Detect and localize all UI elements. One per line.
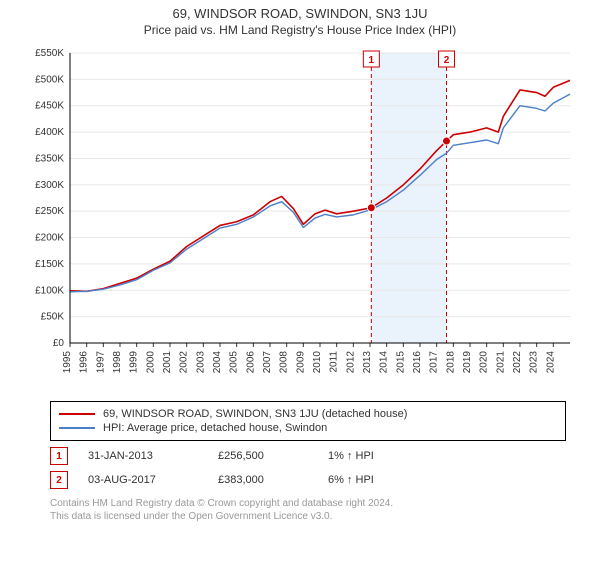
event-price: £383,000 — [218, 474, 328, 486]
svg-text:2014: 2014 — [379, 351, 390, 374]
legend-swatch — [59, 423, 95, 433]
svg-text:2011: 2011 — [329, 351, 340, 373]
svg-text:£300K: £300K — [35, 180, 64, 191]
svg-text:2000: 2000 — [145, 351, 156, 374]
svg-text:£450K: £450K — [35, 101, 64, 112]
license-text: Contains HM Land Registry data © Crown c… — [50, 497, 566, 523]
event-pct: 6% ↑ HPI — [328, 474, 374, 486]
svg-text:£150K: £150K — [35, 259, 64, 270]
svg-text:2017: 2017 — [429, 351, 440, 374]
svg-text:2023: 2023 — [529, 351, 540, 374]
svg-text:£50K: £50K — [41, 312, 65, 323]
svg-text:2013: 2013 — [362, 351, 373, 374]
svg-text:2008: 2008 — [279, 351, 290, 374]
svg-text:£250K: £250K — [35, 206, 64, 217]
svg-text:2002: 2002 — [179, 351, 190, 374]
page-subtitle: Price paid vs. HM Land Registry's House … — [0, 23, 600, 37]
legend: 69, WINDSOR ROAD, SWINDON, SN3 1JU (deta… — [50, 401, 566, 441]
svg-text:2005: 2005 — [229, 351, 240, 374]
svg-text:2021: 2021 — [495, 351, 506, 374]
license-line-1: Contains HM Land Registry data © Crown c… — [50, 497, 566, 510]
svg-text:£0: £0 — [53, 338, 65, 349]
event-row: 2 03-AUG-2017£383,0006% ↑ HPI — [50, 471, 566, 489]
price-chart: £0 £50K £100K £150K £200K £250K £300K £350K £400… — [20, 43, 580, 393]
svg-text:1999: 1999 — [129, 351, 140, 374]
event-price: £256,500 — [218, 450, 328, 462]
event-pct: 1% ↑ HPI — [328, 450, 374, 462]
svg-text:2024: 2024 — [545, 351, 556, 374]
svg-text:1: 1 — [369, 55, 375, 66]
chart-svg: £0 £50K £100K £150K £200K £250K £300K £350K £400… — [20, 43, 580, 393]
events-table: 1 31-JAN-2013£256,5001% ↑ HPI 2 03-AUG-2017… — [50, 447, 566, 489]
svg-text:2: 2 — [444, 55, 450, 66]
svg-text:£550K: £550K — [35, 48, 64, 59]
event-marker: 1 — [50, 447, 68, 465]
svg-text:2015: 2015 — [395, 351, 406, 374]
svg-text:1996: 1996 — [79, 351, 90, 374]
svg-text:2006: 2006 — [245, 351, 256, 374]
svg-text:£200K: £200K — [35, 233, 64, 244]
svg-text:2010: 2010 — [312, 351, 323, 374]
svg-text:2007: 2007 — [262, 351, 273, 374]
license-line-2: This data is licensed under the Open Gov… — [50, 510, 566, 523]
svg-text:2004: 2004 — [212, 351, 223, 374]
legend-item: 69, WINDSOR ROAD, SWINDON, SN3 1JU (deta… — [59, 408, 557, 420]
svg-text:2003: 2003 — [195, 351, 206, 374]
svg-text:£500K: £500K — [35, 74, 64, 85]
legend-swatch — [59, 409, 95, 419]
svg-text:2016: 2016 — [412, 351, 423, 374]
svg-text:£100K: £100K — [35, 285, 64, 296]
svg-text:2001: 2001 — [162, 351, 173, 374]
event-date: 31-JAN-2013 — [88, 450, 218, 462]
svg-text:2019: 2019 — [462, 351, 473, 374]
svg-text:1997: 1997 — [95, 351, 106, 374]
legend-label: HPI: Average price, detached house, Swin… — [103, 422, 327, 434]
svg-text:2020: 2020 — [479, 351, 490, 374]
svg-text:2009: 2009 — [295, 351, 306, 374]
event-row: 1 31-JAN-2013£256,5001% ↑ HPI — [50, 447, 566, 465]
svg-text:1998: 1998 — [112, 351, 123, 374]
legend-label: 69, WINDSOR ROAD, SWINDON, SN3 1JU (deta… — [103, 408, 407, 420]
page-title: 69, WINDSOR ROAD, SWINDON, SN3 1JU — [0, 6, 600, 21]
event-marker: 2 — [50, 471, 68, 489]
svg-text:2018: 2018 — [445, 351, 456, 374]
event-date: 03-AUG-2017 — [88, 474, 218, 486]
svg-text:1995: 1995 — [62, 351, 73, 374]
svg-text:£400K: £400K — [35, 127, 64, 138]
svg-text:2022: 2022 — [512, 351, 523, 374]
svg-text:£350K: £350K — [35, 153, 64, 164]
svg-text:2012: 2012 — [345, 351, 356, 374]
legend-item: HPI: Average price, detached house, Swin… — [59, 422, 557, 434]
